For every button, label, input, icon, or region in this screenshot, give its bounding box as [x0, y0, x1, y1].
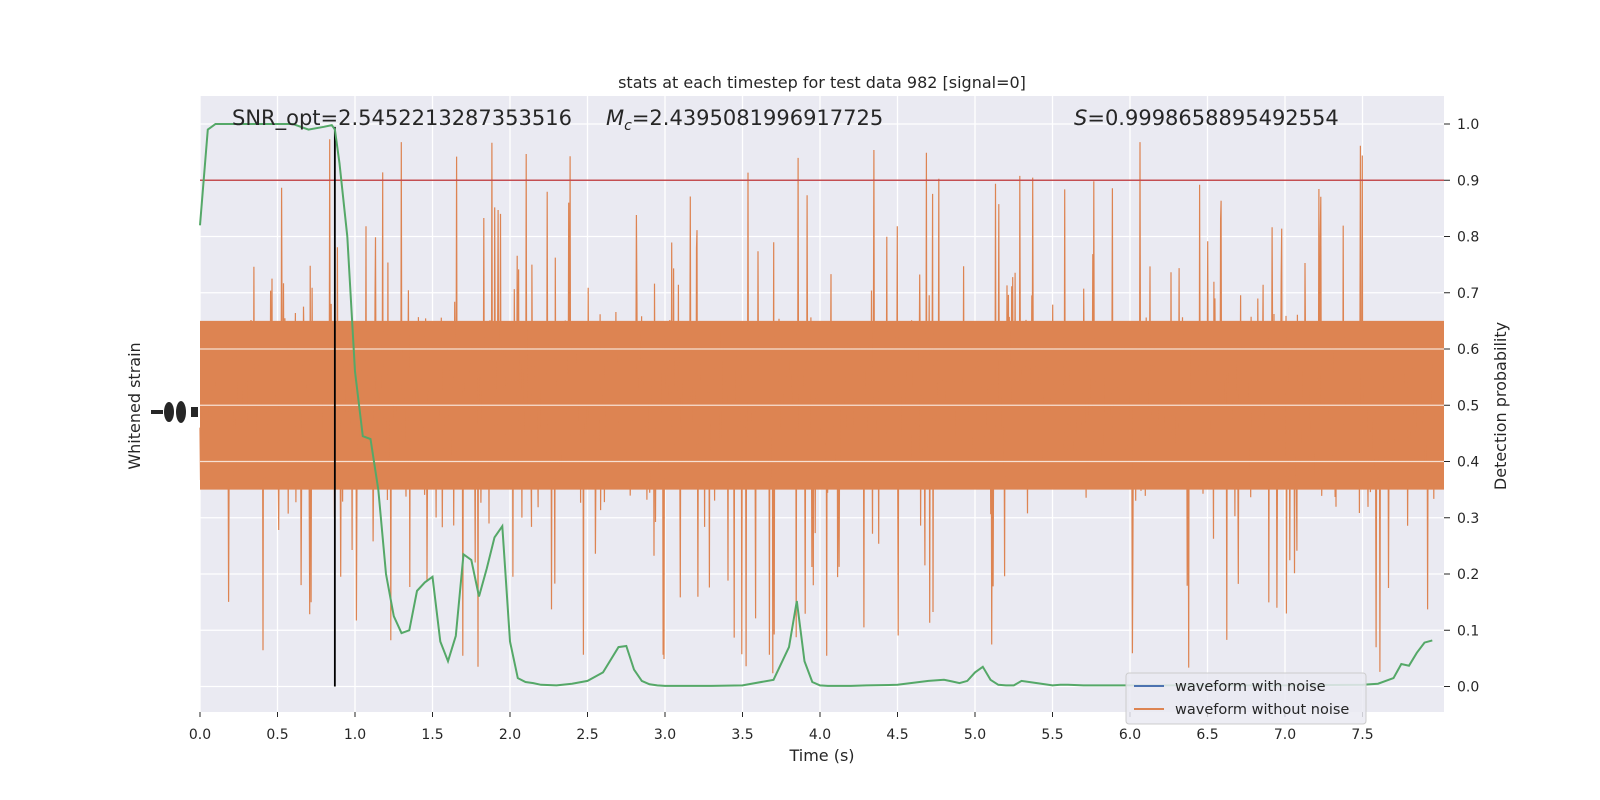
left-tick-blob [164, 402, 174, 422]
left-y-axis-label: Whitened strain [125, 342, 144, 469]
x-tick-label: 2.5 [576, 727, 598, 743]
y-tick-label: 0.1 [1457, 623, 1479, 639]
x-tick-label: 3.0 [654, 727, 676, 743]
y-tick-label: 0.6 [1457, 342, 1479, 358]
x-tick-label: 0.5 [266, 727, 288, 743]
x-tick-label: 0.0 [189, 727, 211, 743]
legend-box [1125, 672, 1367, 725]
x-tick-label: 5.5 [1041, 727, 1063, 743]
x-tick-label: 7.0 [1274, 727, 1296, 743]
y-tick-label: 0.2 [1457, 567, 1479, 583]
y-tick-label: 0.7 [1457, 286, 1479, 302]
left-tick-blob [151, 410, 163, 414]
right-y-axis-ticks: 0.0 0.1 0.2 0.3 0.4 0.5 0.6 0.7 0.8 0.9 1.0 [1444, 117, 1479, 696]
snr-annotation: SNR_opt=2.5452213287353516 [232, 106, 572, 131]
chirp-mass-value: =2.4395081996917725 [632, 106, 883, 130]
x-tick-label: 4.0 [809, 727, 831, 743]
legend-label-with-noise: waveform with noise [1175, 679, 1326, 695]
score-symbol: S [1074, 106, 1087, 130]
chirp-mass-subscript: c [624, 118, 632, 134]
x-tick-label: 1.5 [421, 727, 443, 743]
y-tick-label: 0.3 [1457, 511, 1479, 527]
y-tick-label: 0.4 [1457, 455, 1479, 471]
detection-probability-line [199, 123, 1433, 687]
y-tick-label: 0.5 [1457, 398, 1479, 414]
left-axis-ticklabel-clutter [151, 401, 198, 423]
x-tick-label: 3.5 [731, 727, 753, 743]
score-annotation: S=0.9998658895492554 [1074, 106, 1339, 130]
x-axis-label: Time (s) [788, 746, 854, 765]
y-tick-label: 0.8 [1457, 230, 1479, 246]
waveform-without-noise-trace [199, 139, 1444, 674]
chart-title: stats at each timestep for test data 982… [618, 73, 1026, 92]
y-tick-label: 1.0 [1457, 117, 1479, 133]
noise-spikes [199, 139, 1441, 674]
y-tick-label: 0.0 [1457, 680, 1479, 696]
x-axis-ticks: 0.0 0.5 1.0 1.5 2.0 2.5 3.0 3.5 4.0 4.5 5.0 5.5 6.0 6… [189, 712, 1374, 743]
x-tick-label: 6.0 [1119, 727, 1141, 743]
score-value: =0.9998658895492554 [1087, 106, 1338, 130]
y-tick-label: 0.9 [1457, 173, 1479, 189]
left-tick-blob [191, 407, 198, 417]
x-tick-label: 1.0 [344, 727, 366, 743]
x-tick-label: 2.0 [499, 727, 521, 743]
chirp-mass-annotation: Mc=2.4395081996917725 [606, 106, 883, 134]
chirp-mass-symbol: M [606, 106, 624, 130]
legend: waveform with noise waveform without noi… [1125, 672, 1367, 725]
left-tick-blob [176, 401, 186, 423]
right-y-axis-label: Detection probability [1491, 322, 1510, 490]
x-tick-label: 5.0 [964, 727, 986, 743]
x-tick-label: 6.5 [1196, 727, 1218, 743]
x-tick-label: 7.5 [1351, 727, 1373, 743]
legend-label-without-noise: waveform without noise [1175, 702, 1349, 718]
x-tick-label: 4.5 [886, 727, 908, 743]
